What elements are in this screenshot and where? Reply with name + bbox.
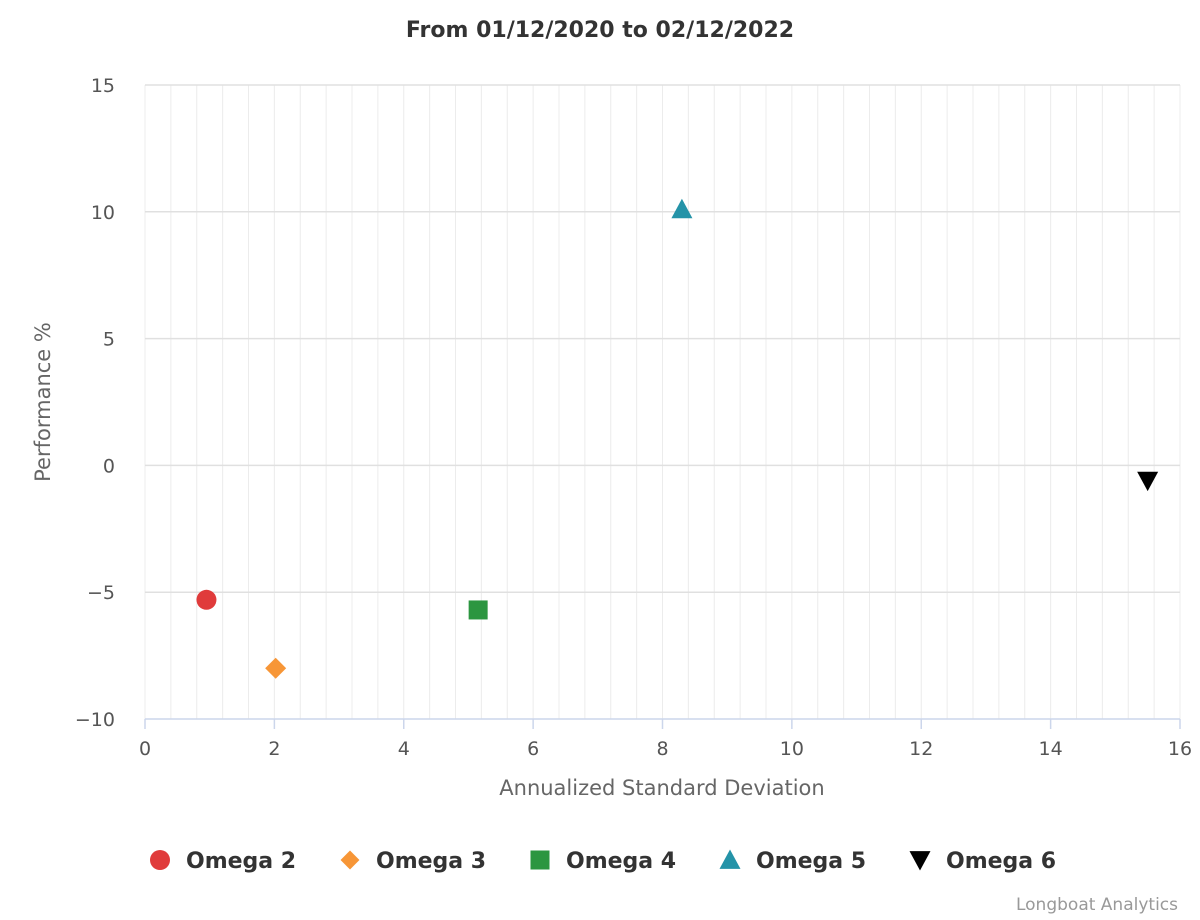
legend-marker-omega-4 — [530, 850, 550, 870]
legend-marker-omega-3 — [340, 850, 360, 870]
x-axis-title: Annualized Standard Deviation — [499, 776, 824, 800]
chart-title: From 01/12/2020 to 02/12/2022 — [406, 18, 794, 43]
x-tick-label: 2 — [268, 738, 280, 760]
x-tick-label: 0 — [139, 738, 151, 760]
x-tick-label: 12 — [909, 738, 933, 760]
y-tick-label: −10 — [75, 709, 115, 731]
y-tick-label: 5 — [103, 329, 115, 351]
y-axis-title: Performance % — [31, 322, 55, 482]
x-tick-label: 4 — [398, 738, 410, 760]
data-point-omega-6 — [1137, 471, 1159, 492]
legend-marker-omega-6 — [909, 851, 931, 871]
x-tick-label: 10 — [780, 738, 804, 760]
legend-label-omega-5: Omega 5 — [756, 849, 866, 874]
legend-label-omega-4: Omega 4 — [566, 849, 676, 874]
legend-marker-omega-5 — [719, 849, 741, 869]
data-point-omega-3 — [265, 657, 287, 679]
legend: Omega 2 Omega 3 Omega 4 Omega 5 Omega 6 — [150, 849, 1056, 874]
axes — [144, 718, 1181, 729]
legend-label-omega-6: Omega 6 — [946, 849, 1056, 874]
major-gridlines — [145, 84, 1180, 593]
data-point-omega-2 — [196, 589, 217, 610]
tick-labels: 0 2 4 6 8 10 12 14 16 −10 −5 0 5 10 15 — [75, 75, 1192, 760]
minor-gridlines — [144, 85, 1181, 719]
y-tick-label: 0 — [103, 455, 115, 477]
x-tick-label: 8 — [656, 738, 668, 760]
x-tick-label: 6 — [527, 738, 539, 760]
x-tick-label: 16 — [1168, 738, 1192, 760]
x-tick-label: 14 — [1039, 738, 1063, 760]
data-point-omega-5 — [671, 198, 693, 219]
credit-label: Longboat Analytics — [1016, 895, 1178, 915]
y-tick-label: 15 — [91, 75, 115, 97]
data-point-omega-4 — [468, 600, 488, 620]
legend-marker-omega-2 — [150, 850, 170, 870]
data-points — [196, 198, 1159, 679]
legend-label-omega-2: Omega 2 — [186, 849, 296, 874]
legend-label-omega-3: Omega 3 — [376, 849, 486, 874]
y-tick-label: 10 — [91, 202, 115, 224]
y-tick-label: −5 — [87, 582, 115, 604]
